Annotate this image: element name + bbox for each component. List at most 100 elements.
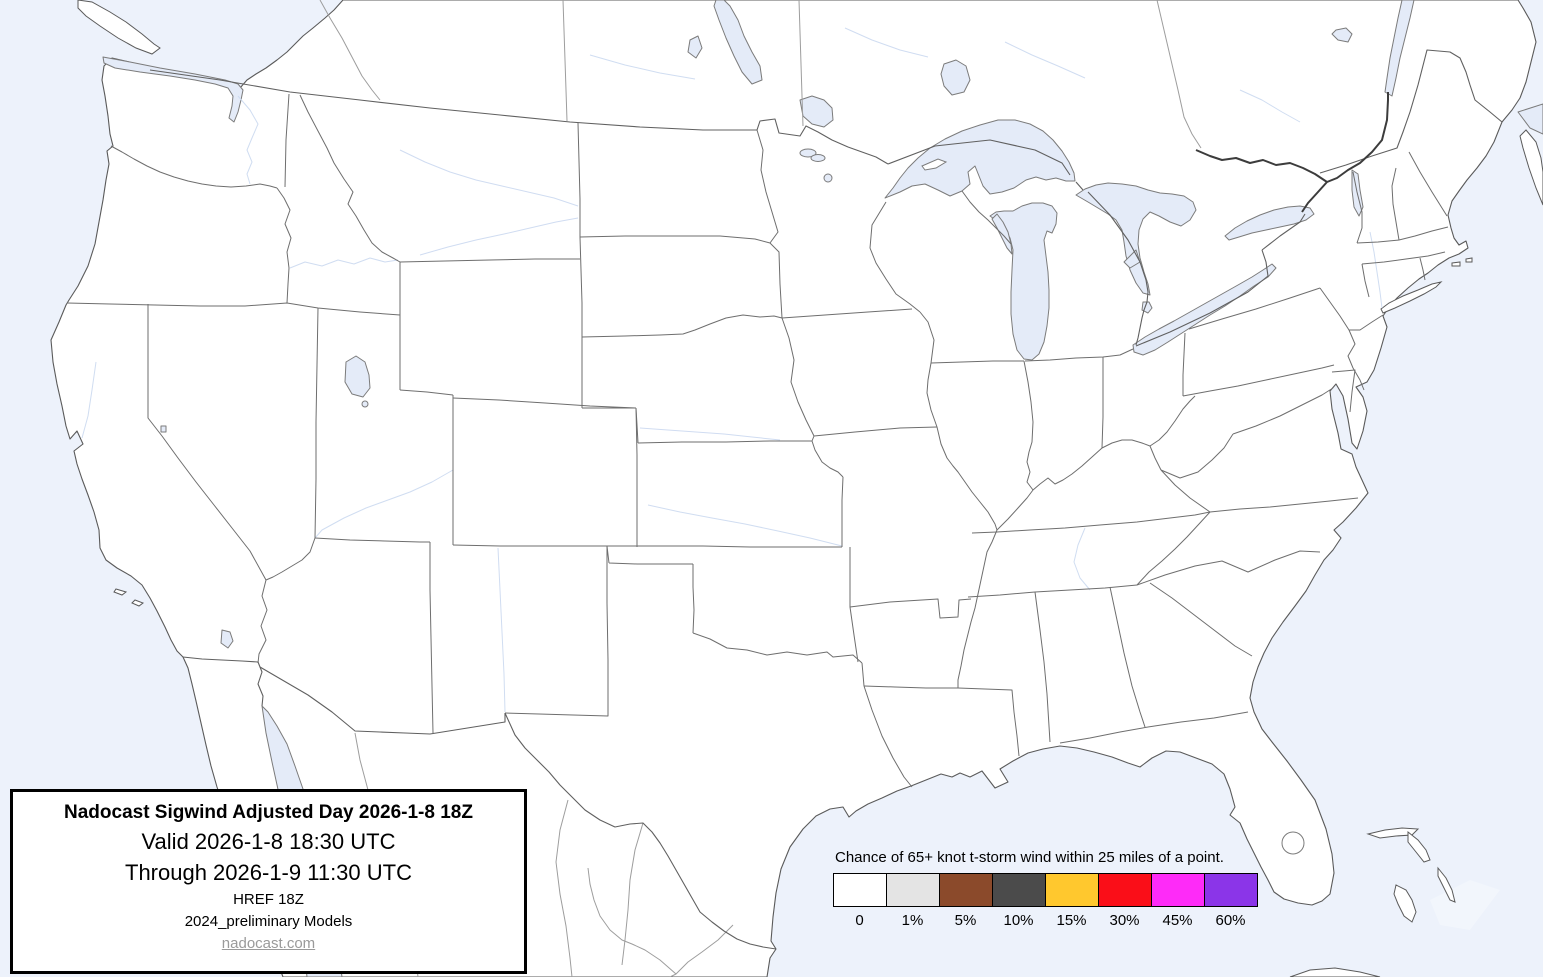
ia-mo-border	[813, 426, 938, 437]
legend-swatch-1%	[886, 873, 940, 907]
us-mexico-border-az-nm	[259, 666, 506, 735]
through-time: Through 2026-1-9 11:30 UTC	[125, 860, 412, 885]
snake-river	[289, 257, 399, 269]
ohio-river	[996, 395, 1196, 531]
in-oh-border	[1101, 357, 1104, 449]
ontario-quebec-border	[1156, 0, 1202, 149]
al-ga-border	[1109, 586, 1146, 728]
legend-swatches	[833, 873, 1277, 907]
saskatchewan-river	[589, 54, 696, 80]
legend-label-60%: 60%	[1215, 912, 1246, 929]
wa-or-border	[110, 145, 278, 189]
cuba-coast-sliver	[1289, 967, 1381, 977]
wi-il-border	[930, 360, 1024, 364]
sacramento-river	[81, 361, 97, 439]
lower-red-lake	[810, 154, 826, 162]
missouri-river-ne-mo	[811, 440, 844, 478]
bay-of-fundy	[1517, 103, 1543, 135]
chihuahua-coahuila-border	[555, 799, 573, 977]
pa-ny-border	[1188, 287, 1321, 330]
canadian-river-3	[1239, 89, 1301, 123]
lake-nipigon	[940, 59, 971, 96]
bc-alberta-border	[319, 0, 381, 101]
border-lake-ontario	[1261, 213, 1306, 251]
international-borders	[149, 49, 1503, 950]
ny-nj-border	[1349, 314, 1384, 331]
grand-bahama-island	[1366, 827, 1420, 839]
ks-mo-border	[841, 476, 844, 547]
abaco-island	[1407, 830, 1431, 863]
mt-wy-border	[399, 258, 580, 263]
border-st-marys	[1075, 181, 1084, 191]
canadian-river-2	[1004, 41, 1086, 79]
border-lake-superior	[887, 139, 1071, 176]
nm-tx-border	[504, 546, 609, 717]
va-nc-border	[1209, 497, 1359, 513]
legend-swatch-45%	[1151, 873, 1205, 907]
channel-island-2	[131, 599, 145, 607]
il-in-border	[1023, 360, 1034, 491]
legend-label-0: 0	[855, 912, 864, 929]
eleuthera-island	[1437, 866, 1456, 903]
mille-lacs-lake	[823, 173, 833, 183]
ms-al-border	[1034, 591, 1051, 743]
mn-wi-border	[869, 201, 921, 313]
marthas-vineyard-island	[1451, 261, 1461, 267]
ottawa-river	[1195, 149, 1328, 183]
ma-north-border	[1356, 226, 1449, 244]
legend-swatch-60%	[1204, 873, 1258, 907]
ma-south-border	[1361, 251, 1446, 265]
mn-ia-border	[781, 308, 913, 319]
ut-az-border	[314, 537, 430, 543]
nh-me-border	[1408, 151, 1448, 217]
major-rivers	[1195, 92, 1389, 213]
co-north-border	[452, 397, 637, 409]
continent-landmass	[50, 0, 1537, 977]
valid-time: Valid 2026-1-8 18:30 UTC	[141, 829, 396, 854]
us-canada-border-east	[1319, 49, 1503, 174]
ny-ct-border	[1361, 263, 1370, 298]
rio-grande-border	[504, 712, 777, 950]
wv-va-border	[1160, 433, 1234, 479]
nantucket-island	[1465, 257, 1473, 263]
wi-mi-border	[961, 190, 1012, 245]
legend-label-30%: 30%	[1109, 912, 1140, 929]
site-link[interactable]: nadocast.com	[221, 935, 316, 952]
wa-id-border	[284, 93, 290, 188]
red-lake	[799, 148, 817, 158]
manitoba-ontario-border	[798, 0, 804, 127]
al-fl-border	[1059, 726, 1149, 744]
long-island	[1380, 281, 1443, 314]
legend-label-15%: 15%	[1056, 912, 1087, 929]
st-lawrence-river	[1301, 92, 1389, 213]
legend-label-10%: 10%	[1003, 912, 1034, 929]
great-salt-lake	[344, 355, 371, 398]
legend-label-45%: 45%	[1162, 912, 1193, 929]
model-name: HREF 18Z	[233, 891, 304, 908]
wy-sd-ne-border	[579, 236, 583, 408]
legend-swatch-5%	[939, 873, 993, 907]
tx-la-border	[863, 685, 913, 788]
legend-swatch-10%	[992, 873, 1046, 907]
isle-royale	[921, 158, 948, 171]
rivers	[81, 27, 1383, 713]
ky-wv-border	[1149, 445, 1162, 471]
lake-of-the-woods	[799, 95, 834, 128]
tn-ky-border	[971, 511, 1211, 534]
salton-sea	[220, 629, 234, 649]
lake-tahoe	[160, 425, 167, 433]
forty-second-parallel	[66, 302, 401, 316]
utah-lake	[361, 400, 369, 408]
ar-tx-border	[861, 662, 865, 687]
co-ks-border	[635, 407, 638, 547]
forecast-title: Nadocast Sigwind Adjusted Day 2026-1-8 1…	[64, 802, 473, 823]
legend-label-5%: 5%	[954, 912, 977, 929]
alberta-saskatchewan-border	[562, 0, 568, 122]
canadian-lake	[1331, 27, 1353, 43]
ms-la-border	[957, 687, 1020, 757]
nd-sd-border	[579, 235, 771, 244]
vancouver-island	[77, 0, 161, 55]
border-lake-huron	[1087, 191, 1149, 346]
id-mt-border	[299, 94, 401, 263]
